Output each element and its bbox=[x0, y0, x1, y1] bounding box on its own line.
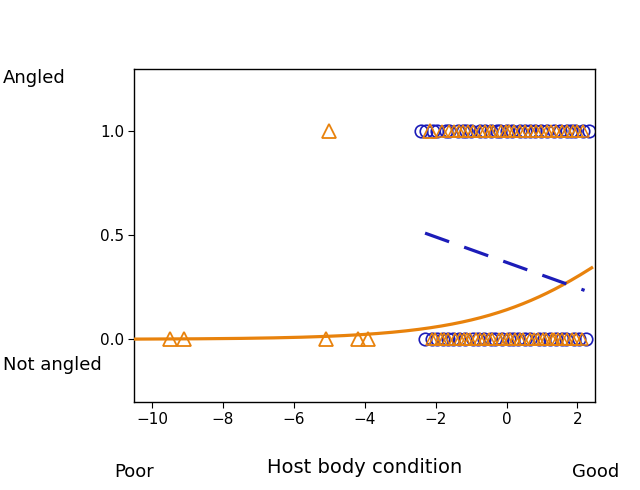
Text: Angled: Angled bbox=[3, 70, 66, 87]
Text: Good: Good bbox=[572, 463, 619, 481]
Text: Poor: Poor bbox=[115, 463, 154, 481]
X-axis label: Host body condition: Host body condition bbox=[267, 458, 463, 477]
Text: Not angled: Not angled bbox=[3, 356, 102, 374]
